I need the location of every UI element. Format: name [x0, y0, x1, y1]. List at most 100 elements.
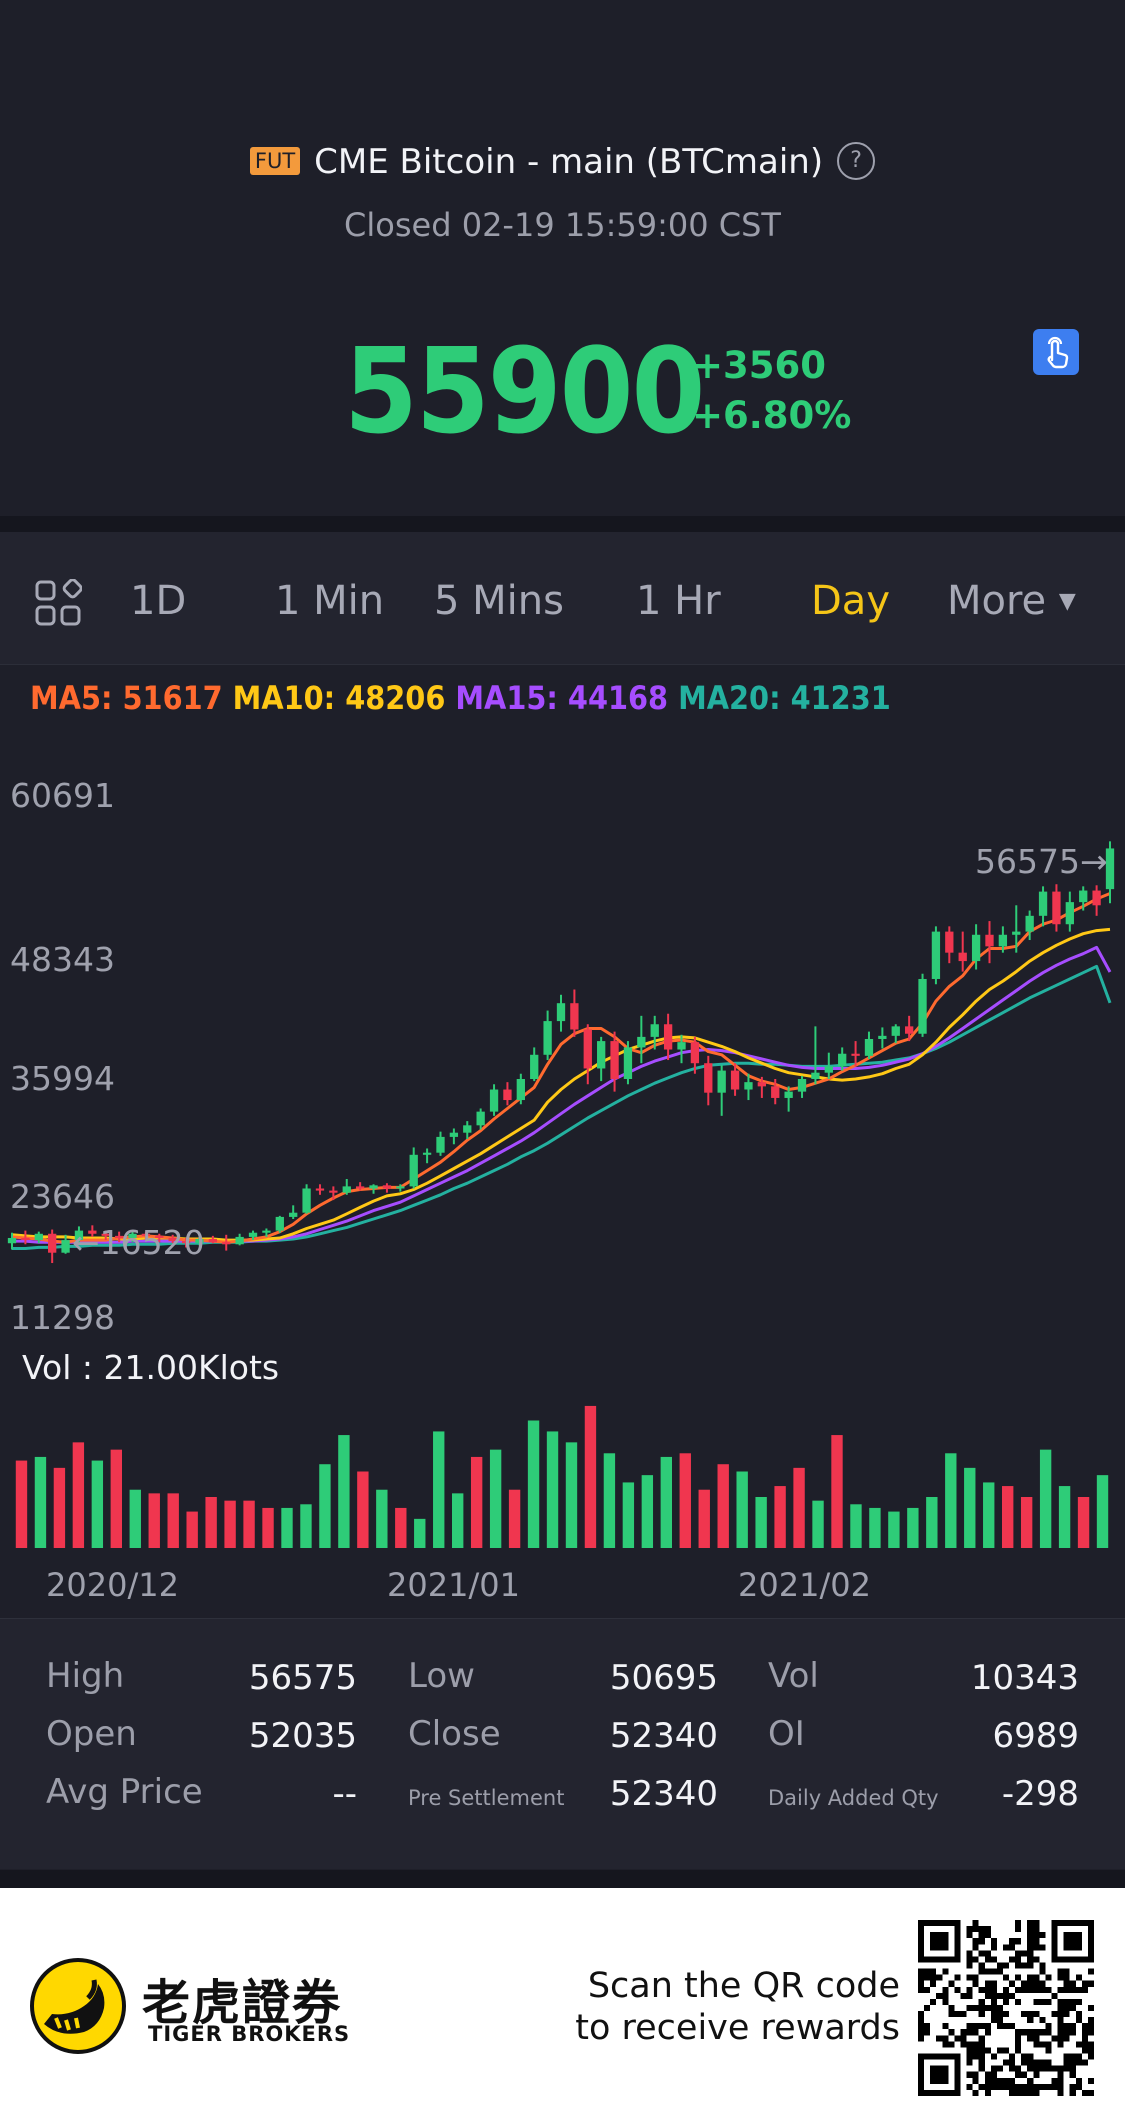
- candle-body: [1079, 890, 1088, 903]
- volume-bar: [964, 1467, 976, 1548]
- volume-bar: [983, 1482, 995, 1548]
- candle-body: [1092, 890, 1101, 906]
- candle-body: [74, 1230, 84, 1241]
- candle-body: [208, 1239, 218, 1243]
- candle-body: [530, 1054, 539, 1079]
- candle-body: [248, 1232, 258, 1237]
- tab-day[interactable]: Day: [811, 578, 890, 624]
- candle-body: [155, 1235, 164, 1238]
- volume-bar: [167, 1493, 179, 1548]
- layout-grid-icon[interactable]: [34, 579, 82, 627]
- candle-body: [838, 1053, 847, 1067]
- volume-bar: [660, 1456, 672, 1548]
- candle-body: [690, 1042, 700, 1064]
- candle-body: [409, 1154, 418, 1187]
- tab-1d[interactable]: 1D: [130, 578, 187, 624]
- stat-label: OI: [768, 1714, 805, 1754]
- stat-label: Vol: [768, 1656, 819, 1696]
- market-status: Closed 02-19 15:59:00 CST: [344, 206, 781, 244]
- candle-body: [650, 1024, 659, 1037]
- candle-body: [744, 1082, 753, 1090]
- candle-body: [355, 1186, 365, 1189]
- candle-body: [931, 931, 941, 979]
- volume-bar: [565, 1442, 578, 1548]
- volume-bar: [793, 1467, 805, 1548]
- volume-bar: [281, 1507, 293, 1548]
- help-icon[interactable]: ?: [837, 141, 876, 180]
- volume-bar: [584, 1405, 597, 1548]
- volume-bar: [641, 1475, 654, 1548]
- candle-body: [1065, 902, 1074, 925]
- moving-average-legend: MA5: 51617 MA10: 48206 MA15: 44168 MA20:…: [30, 679, 891, 717]
- volume-bar: [395, 1507, 407, 1548]
- candle-body: [985, 934, 994, 947]
- hand-pointer-icon: [1047, 336, 1069, 369]
- volume-bar: [338, 1435, 350, 1548]
- candle-body: [556, 1003, 566, 1022]
- brand-name-english: TIGER BROKERS: [148, 2022, 351, 2046]
- stat-value: 52035: [248, 1716, 357, 1756]
- volume-bar: [433, 1431, 445, 1548]
- candle-body: [289, 1212, 298, 1217]
- volume-bar: [508, 1489, 521, 1548]
- volume-bar: [110, 1449, 122, 1548]
- volume-bar: [452, 1493, 464, 1548]
- candle-body: [677, 1042, 686, 1050]
- stat-value: 10343: [970, 1658, 1079, 1698]
- volume-bar: [527, 1420, 540, 1548]
- volume-bar: [129, 1489, 141, 1548]
- volume-label: Vol : 21.00Klots: [22, 1348, 280, 1387]
- stat-value: 52340: [609, 1716, 718, 1756]
- candle-body: [797, 1078, 807, 1092]
- volume-bar: [907, 1507, 919, 1548]
- tab-5-mins[interactable]: 5 Mins: [434, 578, 564, 624]
- candle-body: [1038, 891, 1048, 916]
- stat-value: 50695: [609, 1658, 718, 1698]
- candle-body: [516, 1078, 525, 1101]
- candle-body: [730, 1070, 740, 1090]
- candle-body: [971, 934, 981, 962]
- candle-body: [623, 1047, 633, 1079]
- candle-body: [449, 1132, 459, 1137]
- volume-bar: [1020, 1497, 1033, 1548]
- ma5-label: MA5: 51617: [30, 679, 223, 717]
- touch-mode-button[interactable]: [1033, 329, 1079, 375]
- candle-body: [570, 1003, 579, 1030]
- volume-bar: [53, 1467, 66, 1548]
- volume-bar: [603, 1453, 616, 1548]
- candle-body: [864, 1038, 874, 1056]
- y-tick-label: 11298: [10, 1298, 115, 1337]
- stat-label: Pre Settlement: [408, 1786, 565, 1810]
- candle-body: [369, 1185, 378, 1189]
- stat-value: 6989: [992, 1716, 1079, 1756]
- y-tick-label: 60691: [10, 776, 115, 815]
- candle-body: [396, 1186, 405, 1189]
- candle-body: [851, 1053, 860, 1056]
- tab-more[interactable]: More ▼: [947, 578, 1076, 624]
- volume-bar: [205, 1497, 217, 1548]
- futures-badge: FUT: [249, 146, 301, 175]
- tab-1-min[interactable]: 1 Min: [275, 578, 385, 624]
- qr-code: [918, 1920, 1094, 2096]
- volume-bar: [1058, 1486, 1071, 1548]
- candle-body: [181, 1241, 191, 1244]
- volume-bar: [1077, 1497, 1090, 1548]
- candle-body: [811, 1072, 820, 1079]
- candle-body: [436, 1136, 445, 1153]
- y-tick-label: 23646: [10, 1177, 115, 1216]
- candle-body: [918, 978, 927, 1034]
- candle-body: [222, 1242, 231, 1245]
- stats-panel: [0, 1619, 1125, 1869]
- volume-bar: [414, 1518, 426, 1548]
- stat-label: Daily Added Qty: [768, 1786, 939, 1810]
- volume-bar: [717, 1464, 729, 1548]
- y-tick-label: 35994: [10, 1059, 115, 1098]
- tab-1-hr[interactable]: 1 Hr: [636, 578, 721, 624]
- y-tick-label: 48343: [10, 940, 115, 979]
- candle-body: [128, 1233, 137, 1238]
- candle-body: [1052, 891, 1061, 925]
- period-tab-bar: [0, 532, 1125, 665]
- ma20-label: MA20: 41231: [678, 679, 891, 717]
- volume-bar: [300, 1504, 312, 1548]
- candlestick-chart[interactable]: [0, 720, 1125, 1618]
